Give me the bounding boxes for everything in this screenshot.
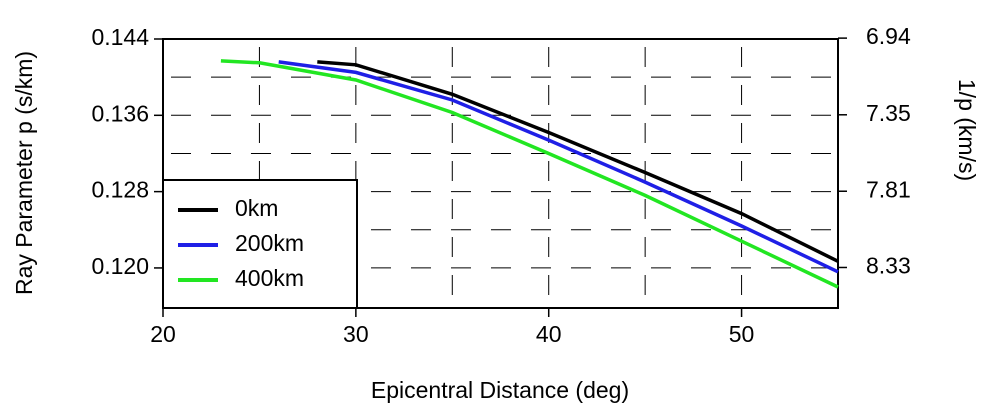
x-tick-label: 50 (729, 321, 755, 347)
series-line (220, 59, 839, 289)
y2-tick-label: 6.94 (866, 23, 911, 49)
plot-frame (162, 38, 839, 309)
legend-label: 0km (235, 195, 278, 221)
series-line (317, 60, 839, 263)
y2-axis-label: 1/p (km/s) (954, 79, 980, 181)
y-tick-label: 0.128 (91, 177, 149, 203)
y-tick-label: 0.136 (91, 100, 149, 126)
x-tick-label: 40 (536, 321, 562, 347)
legend-label: 200km (235, 230, 304, 256)
series-line (278, 60, 839, 274)
x-tick-label: 20 (150, 321, 176, 347)
legend-label: 400km (235, 265, 304, 291)
y-tick-label: 0.144 (91, 24, 149, 50)
x-axis-label: Epicentral Distance (deg) (371, 377, 629, 403)
y2-tick-label: 8.33 (866, 253, 911, 279)
y2-tick-label: 7.35 (866, 100, 911, 126)
x-tick-label: 30 (343, 321, 369, 347)
y-tick-label: 0.120 (91, 253, 149, 279)
y-axis-label: Ray Parameter p (s/km) (11, 51, 37, 295)
y2-tick-label: 7.81 (866, 176, 911, 202)
